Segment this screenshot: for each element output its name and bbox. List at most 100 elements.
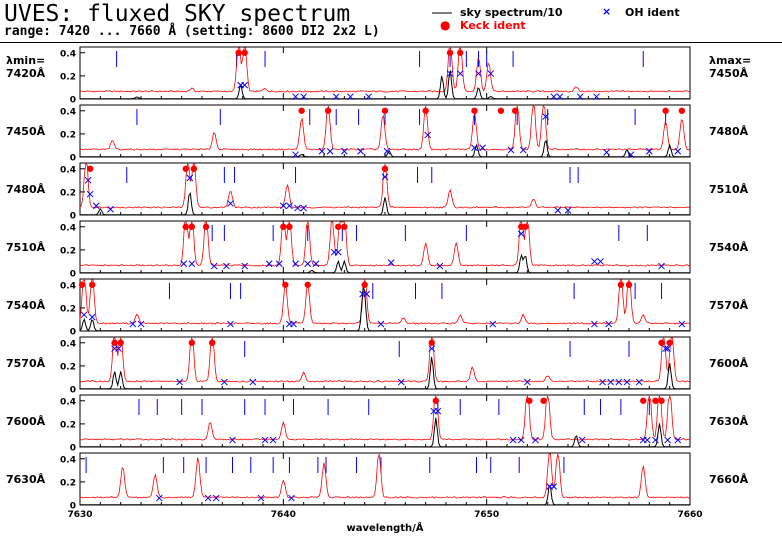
oh-ident-marker (155, 494, 163, 502)
oh-ident-marker (599, 378, 606, 386)
keck-ident-marker (304, 281, 311, 288)
oh-ident-marker (424, 131, 432, 139)
y-tick-label: 0.2 (60, 130, 76, 140)
oh-ident-marker (241, 262, 249, 270)
oh-cross-b (340, 147, 348, 155)
oh-ident-marker (290, 320, 297, 328)
keck-ident-marker (188, 339, 196, 346)
lambda-min-label: 7630Å (6, 473, 46, 486)
keck-ident-marker (381, 165, 389, 172)
panel-8: 0 0.2 0.4 (60, 452, 691, 512)
sky-spectrum-line (80, 70, 690, 100)
keck-ident-marker (298, 107, 305, 114)
oh-cross-b (550, 93, 558, 101)
keck-ident-marker (526, 397, 533, 404)
legend-keck-label: Keck ident (460, 19, 526, 32)
keck-ident-marker (241, 49, 248, 56)
oh-ident-marker (597, 258, 604, 265)
oh-ident-marker (279, 202, 287, 210)
oh-ident-marker (304, 260, 312, 268)
oh-cross-b (603, 149, 610, 156)
oh-ident-marker (643, 436, 651, 444)
keck-ident-marker (658, 339, 665, 346)
oh-cross-b (275, 260, 283, 268)
oh-ident-marker (615, 378, 623, 386)
oh-ident-marker (312, 260, 320, 268)
oh-cross-b (635, 378, 643, 386)
lambda-max-label: 7510Å (709, 183, 749, 196)
y-tick-label: 0.4 (60, 107, 76, 117)
y-tick-label: 0.4 (60, 455, 76, 465)
oh-cross-b (137, 320, 145, 328)
oh-ident-marker (446, 70, 454, 77)
keck-ident-marker (381, 107, 389, 114)
oh-ident-marker (507, 146, 515, 154)
oh-cross-b (300, 204, 308, 212)
oh-ident-marker (658, 262, 665, 270)
oh-cross-b (86, 190, 94, 198)
legend-oh-marker: × (602, 5, 612, 18)
y-tick-label: 0.4 (60, 165, 76, 175)
oh-cross-b (475, 70, 482, 77)
keck-ident-marker (361, 281, 368, 288)
lambda-min-label: 7480Å (6, 183, 46, 196)
keck-ident-marker (446, 49, 454, 56)
keck-ident-marker (182, 223, 189, 230)
oh-ident-marker (292, 93, 299, 101)
keck-ident-marker (188, 223, 196, 230)
y-tick-label: 0.2 (60, 362, 76, 372)
oh-cross-b (212, 494, 220, 502)
keck-ident-marker (678, 107, 686, 114)
oh-ident-marker (554, 207, 562, 214)
oh-ident-marker (377, 320, 385, 328)
oh-cross-b (241, 81, 249, 89)
oh-ident-marker (241, 81, 249, 89)
y-tick-label: 0.2 (60, 304, 76, 314)
x-tick-label: 7650 (474, 510, 499, 520)
model-spectrum-line (79, 162, 691, 209)
oh-cross-b (489, 320, 497, 328)
y-tick-label: 0.2 (60, 72, 76, 82)
oh-cross-b (265, 260, 273, 268)
lambda-max-label: 7570Å (709, 299, 749, 312)
oh-ident-marker (532, 436, 539, 444)
oh-ident-marker (591, 258, 598, 265)
oh-cross-b (576, 93, 584, 101)
oh-cross-b (674, 436, 682, 444)
y-tick-label: 0 (70, 444, 76, 454)
keck-ident-marker (280, 223, 287, 230)
oh-ident-marker (340, 147, 348, 155)
y-tick-label: 0 (70, 96, 76, 106)
oh-ident-marker (479, 144, 486, 152)
oh-cross-b (347, 93, 354, 101)
oh-cross-b (334, 248, 342, 256)
oh-ident-marker (489, 320, 497, 328)
oh-cross-b (383, 147, 391, 155)
oh-ident-marker (607, 378, 615, 386)
oh-ident-marker (428, 345, 436, 352)
oh-cross-b (223, 262, 230, 270)
oh-cross-b (564, 207, 572, 214)
oh-cross-b (204, 494, 212, 502)
oh-ident-marker (605, 320, 613, 328)
lambda-min-label: 7510Å (6, 241, 46, 254)
oh-ident-marker (556, 93, 564, 101)
oh-cross-b (509, 436, 517, 444)
oh-ident-marker (517, 436, 525, 444)
keck-ident-marker (190, 165, 198, 172)
oh-ident-marker (603, 149, 610, 156)
oh-cross-b (365, 93, 373, 101)
keck-ident-marker (625, 281, 633, 288)
lambda-min-label: 7420Å (6, 67, 46, 80)
keck-ident-marker (286, 223, 293, 230)
oh-ident-marker (188, 260, 196, 268)
lambda-max-label: 7630Å (709, 415, 749, 428)
oh-ident-marker (129, 320, 137, 328)
model-spectrum-line (79, 336, 691, 383)
keck-ident-marker (428, 339, 435, 346)
oh-ident-marker (115, 345, 122, 352)
oh-cross-b (292, 93, 299, 101)
oh-cross-b (456, 70, 464, 77)
oh-ident-marker (257, 494, 265, 502)
